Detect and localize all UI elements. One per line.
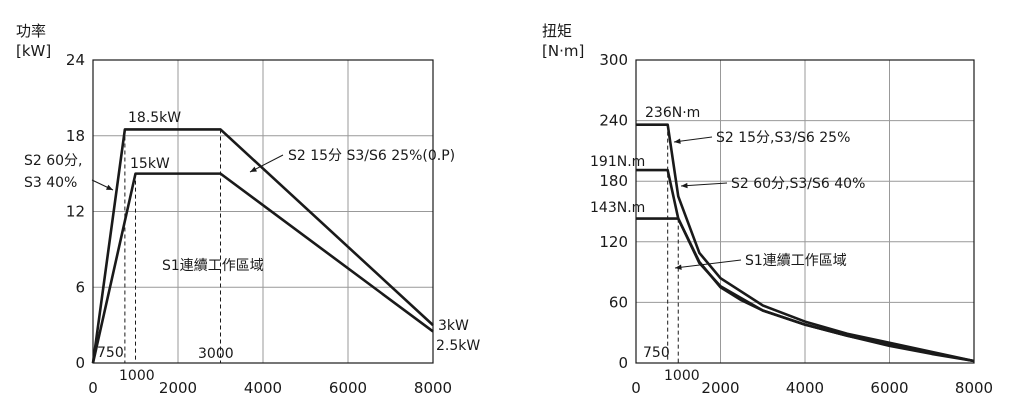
y-tick-label: 12 (66, 203, 85, 221)
speed-1000-label: 1000 (119, 368, 155, 384)
plot-frame (635, 59, 975, 364)
speed-1000-label: 1000 (664, 368, 700, 384)
y-tick-label: 120 (599, 233, 628, 251)
y-axis-unit: [kW] (16, 42, 51, 60)
arrowhead (106, 184, 113, 190)
y-axis-unit: [N·m] (542, 42, 584, 60)
x-tick-label: 8000 (414, 379, 452, 397)
x-tick-label: 4000 (786, 379, 824, 397)
y-axis-title: 功率 (16, 22, 46, 40)
annotation-arrow (674, 259, 742, 269)
torque-236-label: 236N·m (645, 105, 700, 121)
series-line-3 (636, 217, 975, 363)
power-chart: 0 2000 4000 6000 8000 0 6 12 18 24 功率 [kW] 18.5kW 15k… (16, 22, 480, 397)
x-tick-label: 6000 (870, 379, 908, 397)
end-power-2-5kw: 2.5kW (436, 338, 480, 354)
x-tick-label: 8000 (955, 379, 993, 397)
y-tick-label: 300 (599, 51, 628, 69)
torque-143-label: 143N.m (590, 200, 645, 216)
y-axis-title: 扭矩 (542, 22, 572, 40)
series-line-2 (91, 172, 434, 364)
x-tick-label: 0 (88, 379, 98, 397)
x-tick-label: 6000 (329, 379, 367, 397)
y-tick-label: 6 (75, 278, 85, 296)
arrowhead (675, 264, 682, 270)
speed-750-label: 750 (97, 345, 124, 361)
plot-frame (92, 59, 434, 364)
y-tick-label: 240 (599, 112, 628, 130)
y-tick-label: 24 (66, 51, 85, 69)
end-power-3kw: 3kW (438, 318, 469, 334)
arrowhead (674, 138, 681, 144)
x-tick-label: 4000 (244, 379, 282, 397)
s2-15-label: S2 15分 S3/S6 25%(0.P) (288, 148, 455, 164)
torque-191-label: 191N.m (590, 154, 645, 170)
s3-40-label: S3 40% (24, 175, 77, 191)
s2-15-torque-label: S2 15分,S3/S6 25% (716, 130, 850, 146)
y-tick-label: 180 (599, 172, 628, 190)
s1-torque-label: S1連續工作區域 (745, 253, 847, 269)
rated-peak-label: 15kW (130, 156, 170, 172)
arrowhead (250, 166, 257, 172)
torque-chart: 0 2000 4000 6000 8000 0 60 120 180 240 300 扭矩 [N·m] 2… (542, 22, 993, 397)
speed-750-label: 750 (643, 345, 670, 361)
series-line-1 (636, 123, 975, 363)
series-line-1 (91, 128, 434, 364)
s2-60-label: S2 60分, (24, 153, 83, 169)
y-tick-label: 0 (618, 354, 628, 372)
x-tick-label: 2000 (701, 379, 739, 397)
y-tick-label: 0 (75, 354, 85, 372)
peak-power-label: 18.5kW (128, 110, 181, 126)
s2-60-torque-label: S2 60分,S3/S6 40% (731, 176, 865, 192)
y-tick-label: 60 (609, 293, 628, 311)
x-tick-label: 2000 (159, 379, 197, 397)
annotation-arrow (680, 182, 728, 187)
arrowhead (681, 182, 688, 189)
x-tick-label: 0 (631, 379, 641, 397)
y-tick-label: 18 (66, 127, 85, 145)
s1-region-label: S1連續工作區域 (162, 258, 264, 274)
speed-3000-label: 3000 (198, 346, 234, 362)
